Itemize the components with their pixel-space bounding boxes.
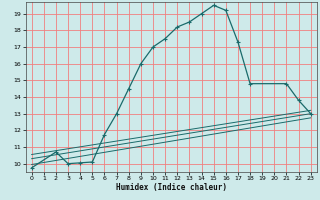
X-axis label: Humidex (Indice chaleur): Humidex (Indice chaleur) <box>116 183 227 192</box>
